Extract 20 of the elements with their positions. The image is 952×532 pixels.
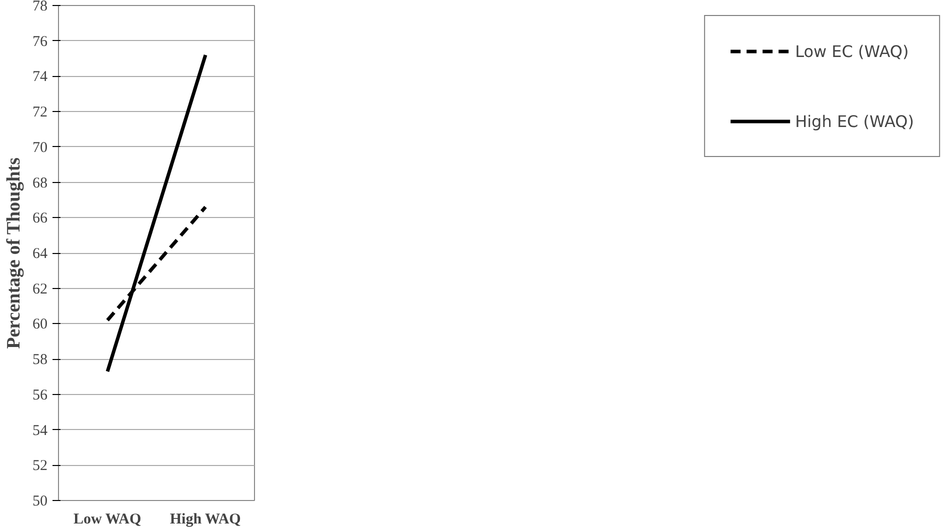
legend-label: Low EC (WAQ) <box>795 42 909 60</box>
y-tick-label: 58 <box>32 352 48 368</box>
y-tick-label: 50 <box>32 494 48 510</box>
y-tick-label: 64 <box>32 246 48 262</box>
y-tick-label: 66 <box>32 210 48 227</box>
y-tick-label: 68 <box>32 175 48 192</box>
y-tick-label: 70 <box>32 140 48 156</box>
y-tick-label: 76 <box>32 34 48 50</box>
y-tick-label: 62 <box>32 281 48 298</box>
y-tick-label: 54 <box>32 422 48 439</box>
legend-label: High EC (WAQ) <box>795 112 914 130</box>
y-tick-label: 72 <box>32 104 48 121</box>
y-tick-label: 56 <box>32 387 48 404</box>
x-tick-label: High WAQ <box>170 512 242 528</box>
y-tick-label: 74 <box>32 69 48 86</box>
y-axis-title: Percentage of Thoughts <box>4 157 24 349</box>
x-tick-label: Low WAQ <box>74 512 142 528</box>
y-tick-label: 78 <box>32 0 48 14</box>
y-tick-label: 60 <box>32 316 48 333</box>
y-tick-label: 52 <box>32 458 48 474</box>
